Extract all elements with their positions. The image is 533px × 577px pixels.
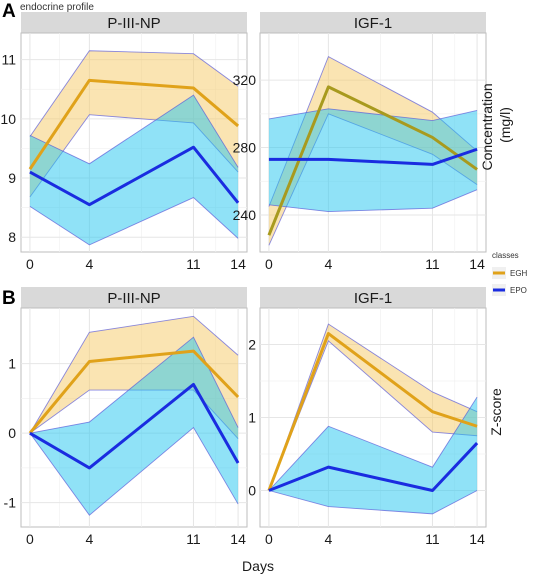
- y-tick-label: 2: [248, 337, 256, 353]
- y-axis-title-concentration: Concentration (mg/l): [479, 79, 513, 170]
- section-letter-a: A: [2, 1, 16, 22]
- panel-title: IGF-1: [354, 15, 392, 32]
- ribbon-lower-edge: [29, 426, 239, 516]
- y-tick-label: 10: [0, 111, 16, 127]
- series-line-egh: [28, 349, 240, 435]
- ribbon-epo: [29, 337, 239, 516]
- x-tick-label: 4: [85, 531, 93, 547]
- panel-strip: [260, 12, 486, 33]
- ribbon-lower-edge: [29, 197, 239, 246]
- ribbon-upper-edge: [29, 336, 239, 434]
- panel-strip: [21, 287, 247, 308]
- ribbon-upper-edge: [29, 50, 239, 137]
- x-tick-label: 14: [469, 256, 485, 272]
- ribbon-epo: [268, 397, 478, 514]
- y-axis-title-line2: (mg/l): [497, 107, 513, 143]
- series-line-egh: [267, 85, 478, 236]
- x-tick-label: 11: [425, 531, 440, 547]
- series-line-egh: [28, 78, 240, 170]
- ribbon-upper-edge: [268, 323, 478, 491]
- y-tick-label: 8: [8, 229, 16, 245]
- y-tick-label: 0: [248, 483, 256, 499]
- y-tick-label: 9: [8, 170, 16, 186]
- x-tick-label: 11: [425, 256, 440, 272]
- y-tick-label: 1: [8, 356, 16, 372]
- ribbon-upper-edge: [268, 108, 478, 122]
- y-tick-label: 320: [233, 72, 257, 88]
- ribbon-upper-edge: [29, 94, 239, 168]
- x-tick-label: 4: [324, 531, 332, 547]
- legend: classes EGH EPO: [492, 251, 528, 296]
- y-tick-label: 1: [248, 410, 256, 426]
- ribbon-upper-edge: [268, 396, 478, 491]
- series-line-epo: [268, 147, 478, 166]
- y-tick-label: 240: [233, 207, 257, 223]
- panel-title: P-III-NP: [107, 290, 160, 307]
- x-tick-label: 4: [85, 256, 93, 272]
- y-tick-label: 280: [233, 140, 257, 156]
- y-tick-label: 11: [1, 52, 16, 68]
- series-line-egh: [267, 332, 478, 492]
- panel-title: IGF-1: [354, 290, 392, 307]
- legend-title: classes: [492, 251, 519, 260]
- section-letter-b: B: [2, 288, 16, 309]
- ribbon-egh: [268, 324, 478, 491]
- panel-strip: [21, 12, 247, 33]
- x-tick-label: 11: [186, 531, 201, 547]
- panel-strip: [260, 287, 486, 308]
- x-tick-label: 14: [469, 531, 485, 547]
- legend-label-egh: EGH: [510, 269, 528, 278]
- figure-caption: endocrine profile: [20, 2, 94, 13]
- ribbon-lower-edge: [268, 490, 478, 515]
- ribbon-upper-edge: [29, 315, 239, 434]
- chart-panel-1: P-III-NP 8 9 10 11 0 4 11 14: [0, 12, 248, 272]
- x-tick-label: 0: [265, 531, 273, 547]
- y-tick-label: 0: [8, 425, 16, 441]
- panel-title: P-III-NP: [107, 15, 160, 32]
- y-axis-title-line1: Concentration: [479, 83, 495, 170]
- series-line-epo: [268, 442, 479, 492]
- chart-panel-2: IGF-1 240 280 320 0 4 11 14: [233, 12, 487, 272]
- chart-panel-3: P-III-NP -1 0 1 0 4 11 14: [4, 287, 248, 547]
- legend-label-epo: EPO: [510, 286, 527, 295]
- x-tick-label: 0: [26, 531, 34, 547]
- x-axis-title: Days: [242, 558, 274, 574]
- x-tick-label: 11: [186, 256, 201, 272]
- series-line-epo: [29, 382, 240, 470]
- ribbon-lower-edge: [268, 189, 478, 213]
- y-axis-title-zscore: Z-score: [488, 388, 504, 436]
- chart-panel-4: IGF-1 0 1 2 0 4 11 14: [248, 287, 487, 547]
- x-tick-label: 14: [230, 256, 246, 272]
- x-tick-label: 4: [324, 256, 332, 272]
- x-tick-label: 0: [265, 256, 273, 272]
- ribbon-epo: [29, 95, 239, 245]
- legend-items: EGH EPO: [492, 267, 528, 296]
- y-tick-label: -1: [4, 495, 17, 511]
- series-line-epo: [29, 145, 240, 207]
- x-tick-label: 0: [26, 256, 34, 272]
- x-tick-label: 14: [230, 531, 246, 547]
